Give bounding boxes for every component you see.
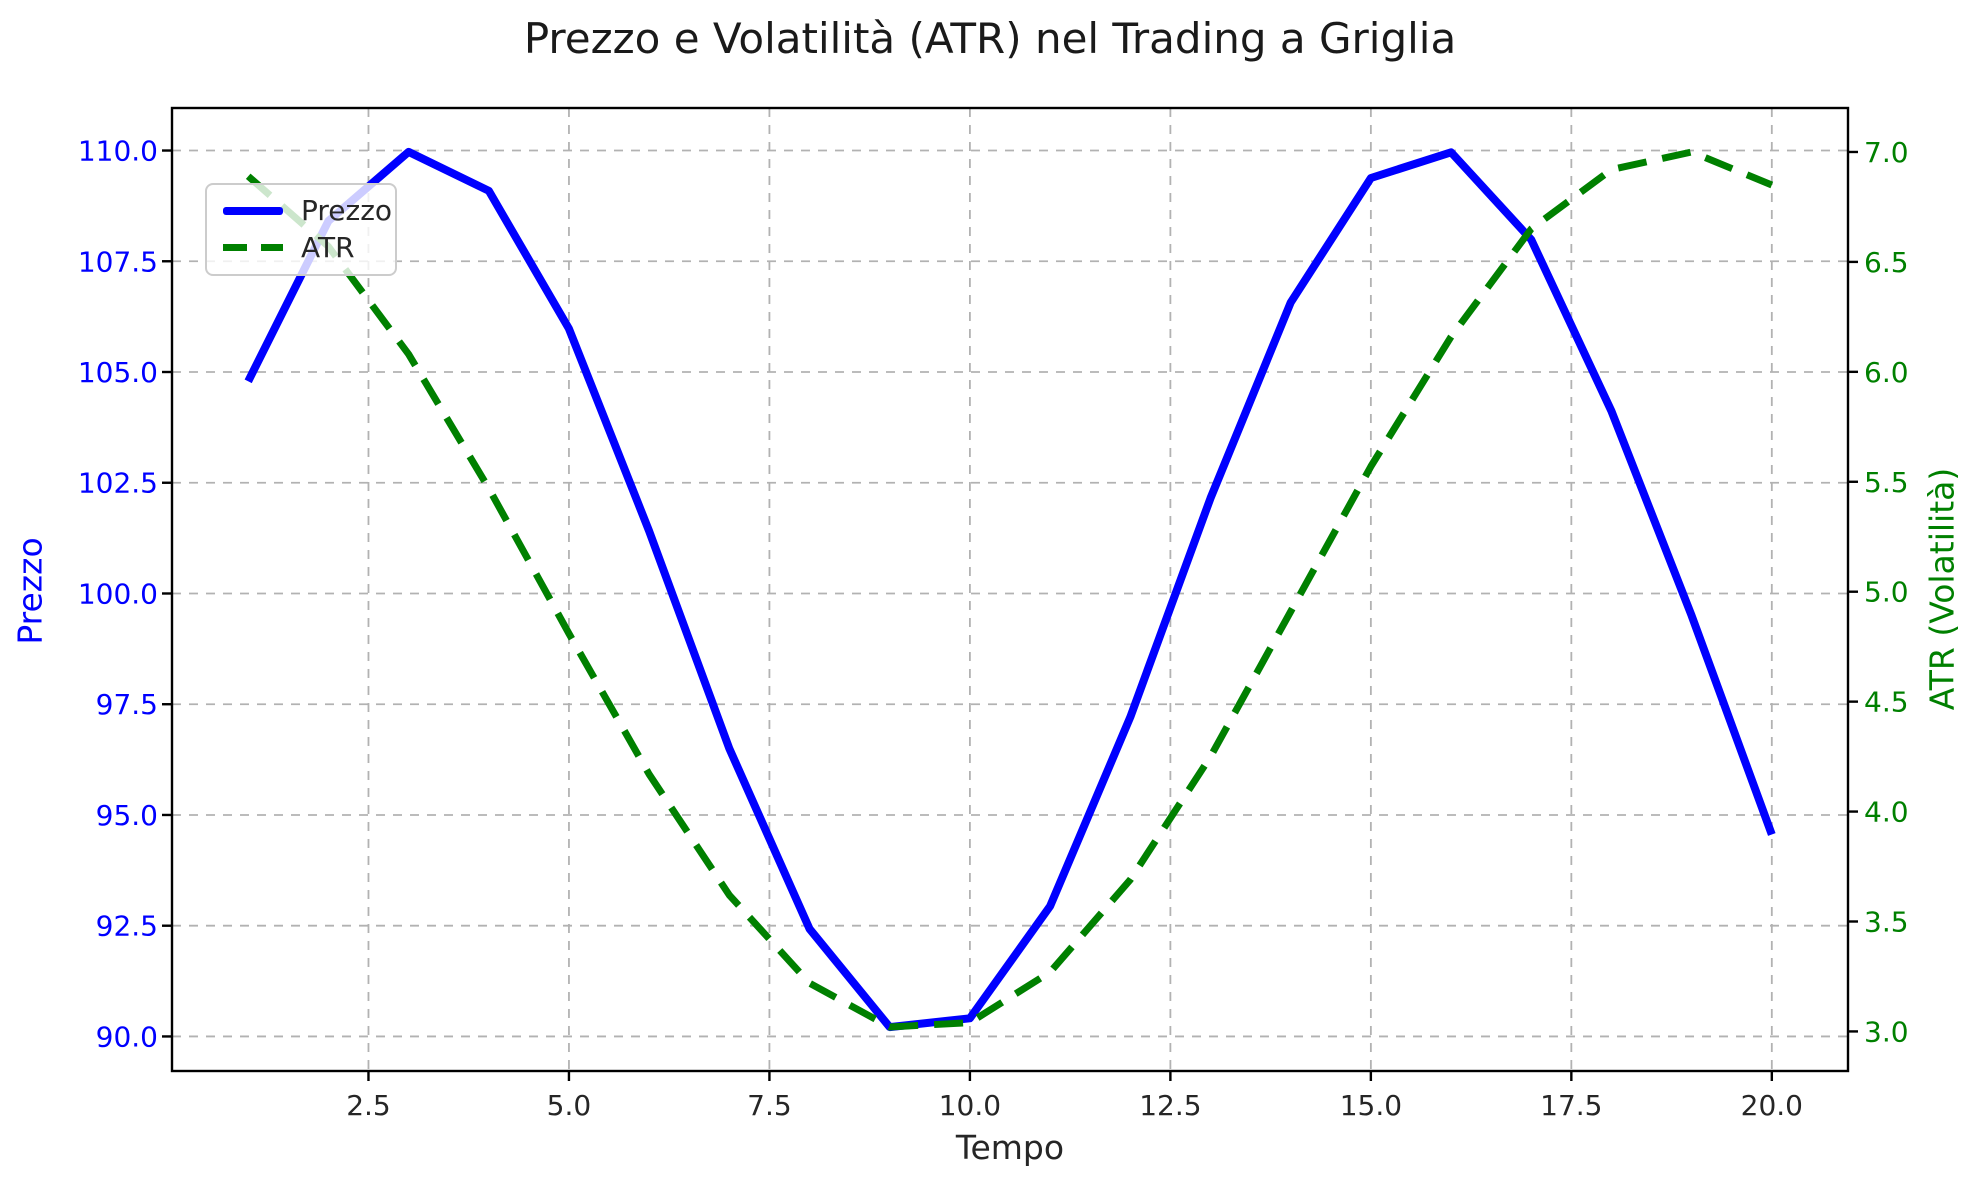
x-axis-label: Tempo: [955, 1128, 1065, 1167]
y-tick-label-left-102.5: 102.5: [78, 467, 158, 500]
y-tick-label-right-4.5: 4.5: [1864, 686, 1909, 719]
y-tick-label-right-5.5: 5.5: [1864, 466, 1909, 499]
legend-item-prezzo: Prezzo: [223, 197, 392, 225]
x-tick-label-7.5: 7.5: [747, 1089, 792, 1122]
y-tick-label-left-107.5: 107.5: [78, 245, 158, 278]
chart-title: Prezzo e Volatilità (ATR) nel Trading a …: [523, 14, 1457, 63]
y-tick-label-left-95: 95.0: [96, 799, 158, 832]
legend-line-sample-prezzo: [223, 207, 283, 216]
axes-spines: [170, 106, 1850, 1073]
x-tick-label-5: 5.0: [547, 1089, 592, 1122]
legend-label-prezzo: Prezzo: [301, 194, 393, 228]
y-tick-label-right-7: 7.0: [1864, 136, 1909, 169]
y-axis-label-right: ATR (Volatilità): [1922, 467, 1962, 711]
y-tick-label-right-3: 3.0: [1864, 1015, 1909, 1048]
y-tick-label-right-5: 5.0: [1864, 576, 1909, 609]
legend-item-atr: ATR: [223, 230, 379, 264]
y-tick-label-left-105: 105.0: [78, 356, 158, 389]
y-tick-label-right-4: 4.0: [1864, 796, 1909, 829]
y-tick-label-right-3.5: 3.5: [1864, 905, 1909, 938]
y-tick-label-left-110: 110.0: [78, 135, 158, 168]
y-axis-label-left: Prezzo: [10, 537, 50, 645]
legend-label-atr: ATR: [301, 230, 355, 264]
x-tick-label-15: 15.0: [1340, 1089, 1402, 1122]
y-tick-label-right-6: 6.0: [1864, 356, 1909, 389]
x-tick-label-2.5: 2.5: [346, 1089, 391, 1122]
series-atr-line: [245, 148, 1774, 1031]
series-prezzo-line: [244, 147, 1776, 1032]
y-tick-label-left-90: 90.0: [96, 1020, 158, 1053]
x-tick-label-10: 10.0: [939, 1089, 1001, 1122]
legend-line-sample-atr: [223, 244, 283, 252]
x-tick-label-17.5: 17.5: [1540, 1089, 1602, 1122]
y-tick-label-left-100: 100.0: [78, 577, 158, 610]
legend: Prezzo ATR: [205, 183, 397, 276]
x-tick-label-20: 20.0: [1741, 1089, 1803, 1122]
x-tick-label-12.5: 12.5: [1139, 1089, 1201, 1122]
y-tick-label-left-97.5: 97.5: [96, 688, 158, 721]
y-tick-label-left-92.5: 92.5: [96, 910, 158, 943]
y-tick-label-right-6.5: 6.5: [1864, 246, 1909, 279]
